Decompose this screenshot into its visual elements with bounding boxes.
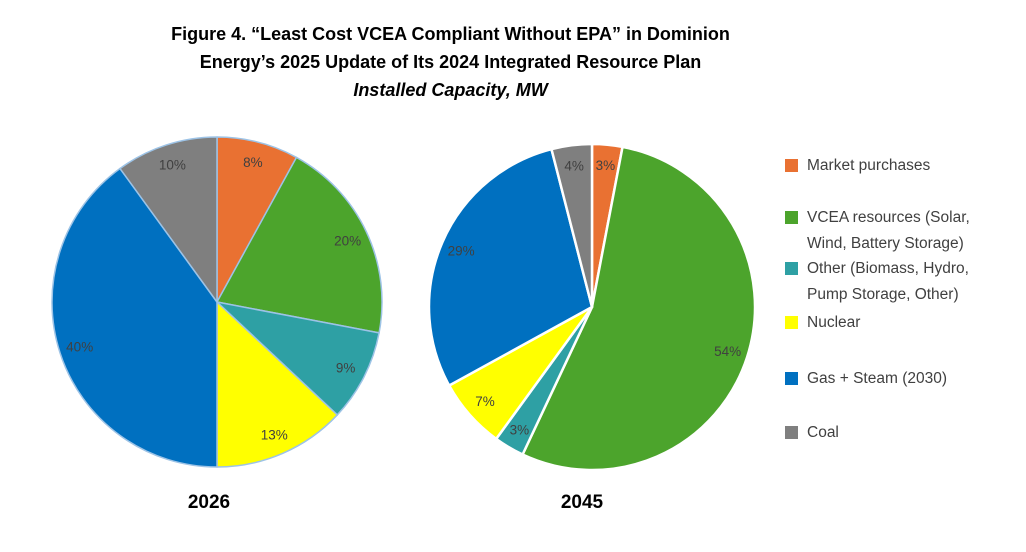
pie-slice-2045-vcea-resources-solar-wind-battery-storage [521, 145, 757, 472]
pie-slice-label-2045-nuclear: 7% [475, 394, 495, 409]
legend-item-vcea-resources: VCEA resources (Solar, Wind, Battery Sto… [785, 205, 997, 257]
legend-swatch-vcea-resources [785, 211, 798, 224]
figure-title-line-1: Figure 4. “Least Cost VCEA Compliant Wit… [171, 24, 730, 44]
pie-slice-label-2045-market-purchases: 3% [596, 158, 616, 173]
pie-slice-label-2026-nuclear: 13% [261, 427, 288, 442]
pie-slice-label-2026-other-biomass-hydro-pump-storage-other: 9% [336, 360, 356, 375]
legend-label-nuclear: Nuclear [807, 314, 861, 331]
legend-item-nuclear: Nuclear [785, 310, 997, 336]
pie-slice-label-2045-gas-steam-2030: 29% [448, 243, 475, 258]
legend-item-coal: Coal [785, 420, 997, 446]
legend-swatch-other [785, 262, 798, 275]
pie-slice-2045-gas-steam-2030 [427, 147, 594, 387]
legend-label-other: Other (Biomass, Hydro, Pump Storage, Oth… [807, 260, 969, 303]
pie-slice-label-2045-other-biomass-hydro-pump-storage-other: 3% [510, 423, 530, 438]
pie-slice-label-2045-coal: 4% [564, 158, 584, 173]
pie-chart-2026: 8% 20% 9% 13% 40% 10% [51, 136, 383, 468]
pie-slice-label-2026-coal: 10% [159, 158, 186, 173]
pie-slice-2026-other-biomass-hydro-pump-storage-other [216, 301, 380, 416]
pie-slice-2026-vcea-resources-solar-wind-battery-storage [216, 156, 383, 334]
chart-label-2045: 2045 [560, 492, 604, 513]
legend-label-market-purchases: Market purchases [807, 157, 931, 174]
pie-slice-2026-gas-steam-2030 [51, 167, 218, 468]
figure-title: Figure 4. “Least Cost VCEA Compliant Wit… [0, 20, 901, 104]
legend-label-coal: Coal [807, 424, 839, 441]
legend-label-vcea-resources: VCEA resources (Solar, Wind, Battery Sto… [807, 209, 970, 252]
pie-slice-label-2026-market-purchases: 8% [243, 155, 263, 170]
pie-slice-2026-coal [119, 136, 218, 303]
legend-item-market-purchases: Market purchases [785, 153, 997, 179]
legend-swatch-gas-steam [785, 372, 798, 385]
pie-chart-2045: 3% 54% 3% 7% 29% 4% [427, 142, 757, 472]
pie-slice-2045-coal [550, 142, 594, 309]
pie-slice-label-2026-gas-steam-2030: 40% [66, 339, 93, 354]
legend-item-other: Other (Biomass, Hydro, Pump Storage, Oth… [785, 256, 997, 308]
figure-title-line-2: Energy’s 2025 Update of Its 2024 Integra… [199, 52, 702, 72]
chart-label-2026: 2026 [187, 492, 231, 513]
legend-swatch-market-purchases [785, 159, 798, 172]
pie-slice-label-2026-vcea-resources-solar-wind-battery-storage: 20% [334, 233, 361, 248]
legend-item-gas-steam: Gas + Steam (2030) [785, 366, 997, 392]
pie-slice-2026-nuclear [216, 301, 339, 468]
legend-swatch-coal [785, 426, 798, 439]
legend-label-gas-steam: Gas + Steam (2030) [807, 370, 947, 387]
pie-slice-label-2045-vcea-resources-solar-wind-battery-storage: 54% [714, 344, 741, 359]
legend-swatch-nuclear [785, 316, 798, 329]
figure-subtitle: Installed Capacity, MW [353, 80, 548, 100]
